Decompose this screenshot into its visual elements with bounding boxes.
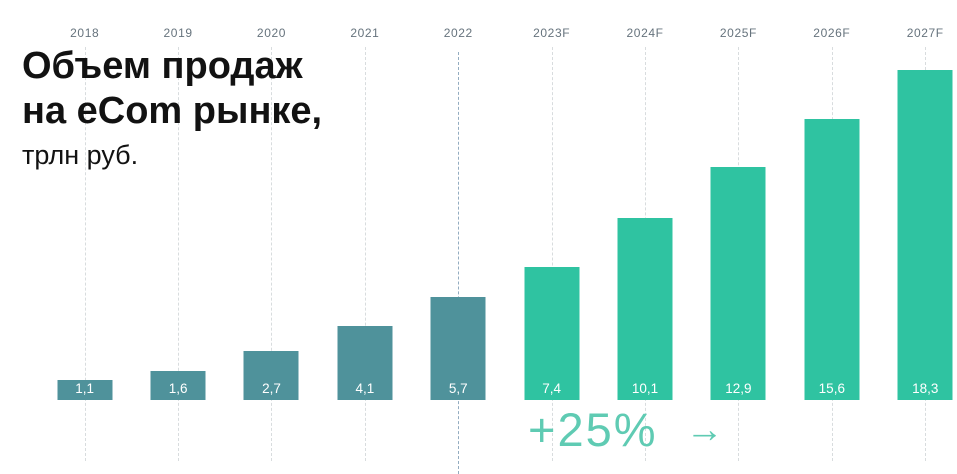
year-label-2019: 2019 <box>163 26 193 40</box>
bar-2021: 4,1 <box>337 326 393 400</box>
chart-column-2025f: 2025F 12,9 <box>692 0 785 474</box>
year-label-2022: 2022 <box>443 26 473 40</box>
bar-2019: 1,6 <box>150 371 206 400</box>
chart-column-2022: 2022 5,7 <box>412 0 505 474</box>
chart-column-2021: 2021 4,1 <box>318 0 411 474</box>
right-arrow-icon: → <box>685 408 724 451</box>
year-label-2025f: 2025F <box>719 26 757 40</box>
bar-2022: 5,7 <box>430 297 486 400</box>
gridline-2021 <box>364 47 366 461</box>
bar-value-2021: 4,1 <box>355 381 375 396</box>
chart-column-2023f: 2023F 7,4 <box>505 0 598 474</box>
year-label-2021: 2021 <box>350 26 380 40</box>
gridline-2020 <box>271 47 273 461</box>
year-label-2026f: 2026F <box>813 26 851 40</box>
gridline-2023f <box>551 47 553 461</box>
chart-column-2019: 2019 1,6 <box>131 0 224 474</box>
bar-value-2027f: 18,3 <box>912 381 939 396</box>
growth-percent-label: +25% <box>528 403 658 456</box>
bar-value-2025f: 12,9 <box>725 381 752 396</box>
bar-2023f: 7,4 <box>524 267 580 400</box>
bar-value-2024f: 10,1 <box>631 381 659 396</box>
chart-column-2026f: 2026F 15,6 <box>785 0 878 474</box>
gridline-2022-highlight <box>458 52 460 474</box>
growth-annotation: +25% → <box>528 406 724 453</box>
bar-value-2020: 2,7 <box>262 381 281 396</box>
bar-2020: 2,7 <box>243 351 299 400</box>
chart-title-line-2: на eCom рынке, <box>22 89 323 132</box>
year-label-2023f: 2023F <box>533 26 571 40</box>
chart-column-2018: 2018 1,1 <box>38 0 131 474</box>
chart-column-2020: 2020 2,7 <box>225 0 318 474</box>
bar-value-2018: 1,1 <box>75 381 95 396</box>
year-label-2020: 2020 <box>256 26 287 40</box>
bar-value-2026f: 15,6 <box>818 381 845 396</box>
chart-column-2024f: 2024F 10,1 <box>598 0 691 474</box>
chart-title-block: Объем продаж на eCom рынке, трлн руб. <box>22 44 322 171</box>
bar-2024f: 10,1 <box>617 218 673 400</box>
year-label-2018: 2018 <box>70 26 100 40</box>
bar-2027f: 18,3 <box>897 70 953 400</box>
bar-value-2022: 5,7 <box>448 381 468 396</box>
bar-value-2023f: 7,4 <box>542 381 562 396</box>
chart-title-line-1: Объем продаж <box>22 45 303 87</box>
bar-2018: 1,1 <box>57 380 113 400</box>
gridline-2018 <box>84 47 86 461</box>
year-label-2027f: 2027F <box>906 26 944 40</box>
chart-title-units: трлн руб. <box>22 139 139 170</box>
bar-2026f: 15,6 <box>804 119 860 400</box>
gridline-2019 <box>178 47 180 461</box>
bar-chart: 2018 1,1 2019 1,6 2020 2,7 2021 4,1 <box>38 0 957 474</box>
year-label-2024f: 2024F <box>626 26 664 40</box>
chart-column-2027f: 2027F 18,3 <box>879 0 957 474</box>
bar-2025f: 12,9 <box>710 167 766 400</box>
bar-value-2019: 1,6 <box>168 381 188 396</box>
